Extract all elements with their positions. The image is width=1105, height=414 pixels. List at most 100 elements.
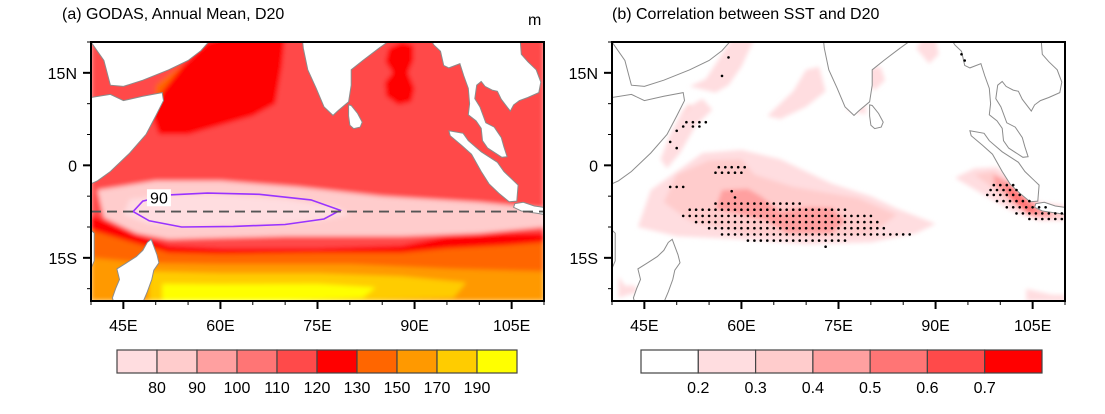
stipple-dot — [798, 233, 801, 236]
colorbar-label: 100 — [224, 380, 251, 397]
stipple-dot — [740, 171, 743, 174]
colorbar-box — [812, 349, 871, 374]
stipple-dot — [779, 220, 782, 224]
colorbar-label: 0.4 — [802, 380, 824, 397]
stipple-dot — [1041, 212, 1044, 215]
stipple-dot — [733, 226, 737, 230]
stipple-dot — [785, 202, 788, 205]
stipple-dot — [733, 233, 737, 236]
region-arabian-sea-rim — [152, 42, 285, 135]
stipple-dot — [992, 193, 996, 197]
stipple-dot — [863, 220, 866, 224]
stipple-dot — [811, 214, 814, 218]
stipple-dot — [688, 214, 691, 218]
stipple-dot — [753, 202, 756, 205]
stipple-dot — [1002, 199, 1005, 203]
stipple-dot — [720, 208, 724, 211]
stipple-dot — [714, 214, 717, 218]
stipple-dot — [995, 188, 999, 192]
stipple-dot — [1028, 199, 1031, 203]
stipple-dot — [691, 120, 695, 124]
colorbar-box — [754, 349, 814, 374]
stipple-dot — [698, 125, 701, 128]
panel-a-units-label: m — [528, 12, 542, 29]
stipple-dot — [785, 239, 788, 242]
stipple-dot — [1034, 212, 1038, 215]
stipple-dot — [863, 233, 866, 236]
stipple-dot — [746, 220, 750, 224]
stipple-dot — [668, 140, 672, 144]
stipple-dot — [837, 239, 840, 242]
stipple-dot — [830, 233, 834, 236]
stipple-dot — [766, 214, 769, 218]
stipple-dot — [798, 208, 801, 211]
stipple-dot — [830, 226, 834, 230]
stipple-dot — [717, 165, 721, 169]
panel-a-map: 90 45E 60E 75E 90E 105E 15N 0 15S 80 90 100 110 120 13… — [48, 41, 545, 397]
stipple-dot — [779, 233, 782, 236]
stipple-dot — [779, 208, 782, 211]
contour-label-box — [146, 189, 171, 207]
stipple-dot — [791, 202, 795, 205]
stipple-dot — [714, 202, 717, 205]
stipple-dot — [772, 226, 776, 230]
stipple-dot — [817, 208, 821, 211]
stipple-dot — [804, 214, 808, 218]
stipple-dot — [727, 220, 730, 224]
region-ridge-core — [123, 194, 350, 227]
stipple-dot — [746, 239, 750, 242]
stipple-dot — [714, 171, 717, 174]
colorbar-box — [926, 349, 986, 374]
stipple-dot — [685, 120, 688, 124]
stipple-dot — [759, 239, 763, 242]
coastline-arabia — [91, 42, 210, 87]
stipple-dot — [804, 208, 808, 211]
colorbar-box — [316, 349, 358, 374]
stipple-dot — [759, 214, 763, 218]
stipple-dot — [876, 233, 879, 236]
stipple-dot — [772, 202, 776, 205]
stipple-dot — [733, 171, 737, 174]
stipple-dot — [694, 208, 698, 211]
stipple-dot — [681, 125, 685, 128]
stipple-dot — [960, 53, 963, 56]
colorbar-box — [196, 349, 238, 374]
stipple-dot — [720, 226, 724, 230]
stipple-dot — [753, 239, 756, 242]
coastline-sumatra — [969, 130, 1040, 203]
stipple-dot — [798, 226, 801, 230]
contour-fill-layer: 90 — [91, 42, 544, 301]
land-layer — [91, 42, 544, 301]
coastline-africa — [612, 42, 686, 185]
stipple-dot — [1005, 193, 1009, 197]
colorbar-label: 0.7 — [974, 380, 996, 397]
stipple-dot — [901, 233, 905, 236]
colorbar-box — [276, 349, 318, 374]
y-tick-label: 15N — [569, 66, 598, 83]
stipple-dot — [1018, 193, 1021, 197]
stipple-dot — [727, 233, 730, 236]
x-tick-label: 105E — [493, 318, 530, 335]
colorbar-box — [640, 349, 699, 374]
stipple-dot — [675, 185, 678, 189]
land-india — [302, 42, 388, 116]
stipple-dot — [837, 233, 840, 236]
stipple-dot — [798, 220, 801, 224]
coastline-sumatra — [448, 130, 519, 203]
region-arabian-sea-north — [916, 42, 939, 64]
stipple-dot — [785, 233, 788, 236]
stipple-dot — [837, 208, 840, 211]
stipple-dot — [804, 226, 808, 230]
stipple-dot — [811, 239, 814, 242]
stipple-dot — [753, 233, 756, 236]
stipple-dot — [791, 226, 795, 230]
stipple-dot — [1028, 212, 1031, 215]
stipple-dot — [730, 189, 733, 193]
panel-b-title: (b) Correlation between SST and D20 — [612, 6, 880, 23]
stipple-dot — [707, 208, 711, 211]
coastline-india — [823, 42, 910, 117]
stipple-dot — [740, 208, 743, 211]
stipple-dot — [1002, 188, 1005, 192]
stipple-dot — [856, 214, 860, 218]
stipple-dot — [817, 214, 821, 218]
